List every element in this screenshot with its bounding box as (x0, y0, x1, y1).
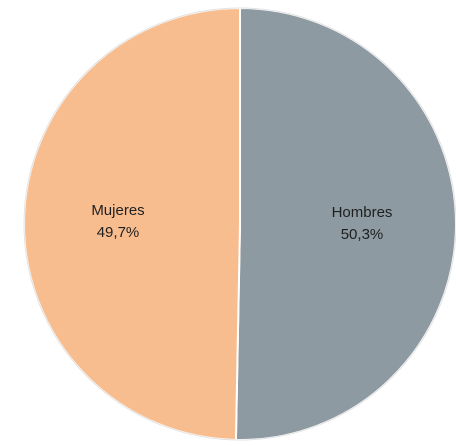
pie-outline (23, 7, 456, 441)
slice-value-label: 49,7% (97, 224, 140, 241)
slice-value-label: 50,3% (341, 226, 384, 243)
pie-slice-hombres (234, 7, 456, 441)
slice-name-label: Hombres (332, 204, 393, 221)
slice-labels: Hombres 50,3% Mujeres 49,7% (91, 202, 392, 243)
pie-slices (22, 7, 456, 441)
slice-name-label: Mujeres (91, 202, 144, 219)
